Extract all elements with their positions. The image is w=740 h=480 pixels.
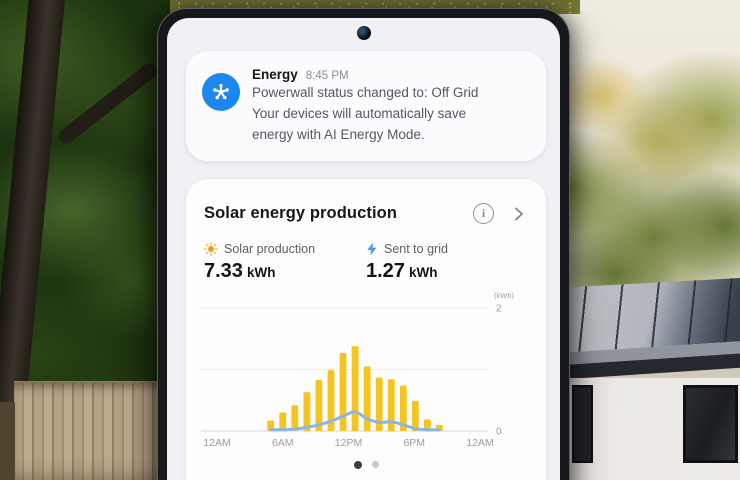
solar-energy-card[interactable]: Solar energy production i	[186, 179, 546, 480]
phone-screen: Energy 8:45 PM Powerwall status changed …	[167, 18, 560, 480]
smartthings-energy-icon	[202, 73, 240, 111]
tree-branch	[56, 60, 160, 147]
info-icon[interactable]: i	[473, 203, 494, 224]
sun-icon	[204, 242, 218, 256]
svg-text:6AM: 6AM	[272, 437, 294, 449]
background-house	[552, 276, 740, 480]
house-window-left	[572, 385, 593, 463]
pagination-dots	[186, 461, 546, 469]
page-dot[interactable]	[371, 461, 379, 468]
svg-text:2: 2	[496, 304, 502, 315]
svg-text:(kWh): (kWh)	[494, 291, 514, 300]
notification-timestamp: 8:45 PM	[305, 70, 349, 82]
notification-body-text: Powerwall status changed to: Off Grid Yo…	[252, 85, 479, 142]
solar-card-header: Solar energy production i	[186, 179, 546, 224]
chevron-right-icon[interactable]	[512, 207, 526, 221]
bolt-icon	[367, 242, 377, 256]
front-camera	[356, 26, 371, 40]
svg-text:0: 0	[496, 427, 502, 438]
stat-unit: kWh	[246, 265, 276, 280]
phone-frame: Energy 8:45 PM Powerwall status changed …	[157, 8, 570, 480]
background-sunlit-trees	[548, 34, 740, 316]
stat-label: Solar production	[224, 242, 316, 256]
solar-panel-roof	[552, 278, 740, 354]
wooden-fence	[14, 381, 161, 480]
svg-text:12AM: 12AM	[466, 437, 493, 449]
stat-unit: kWh	[408, 265, 438, 280]
page-dot-active[interactable]	[353, 461, 362, 469]
solar-chart-area: 2 0 (kWh) 12AM 6AM 12PM 6PM 12AM	[196, 289, 536, 453]
notification-app-title: Energy	[252, 67, 298, 82]
stat-value: 7.33	[204, 260, 243, 282]
svg-text:12AM: 12AM	[203, 437, 230, 449]
solar-card-title: Solar energy production	[204, 204, 397, 222]
stats-row: Solar production 7.33 kWh Sent to gri	[186, 224, 546, 283]
stat-value: 1.27	[366, 260, 405, 282]
stat-solar-production: Solar production 7.33 kWh	[204, 242, 366, 283]
solar-chart: 2 0 (kWh) 12AM 6AM 12PM 6PM 12AM	[201, 291, 514, 449]
notification-card[interactable]: Energy 8:45 PM Powerwall status changed …	[186, 51, 546, 161]
smartthings-glyph	[213, 83, 229, 100]
stat-sent-to-grid: Sent to grid 1.27 kWh	[366, 242, 528, 283]
notification-content: Energy 8:45 PM Powerwall status changed …	[252, 67, 508, 147]
svg-text:12PM: 12PM	[335, 437, 362, 449]
house-window-right	[683, 385, 738, 463]
stat-label: Sent to grid	[384, 242, 448, 256]
svg-text:6PM: 6PM	[403, 437, 425, 449]
fence-corner-shadow	[0, 402, 15, 480]
